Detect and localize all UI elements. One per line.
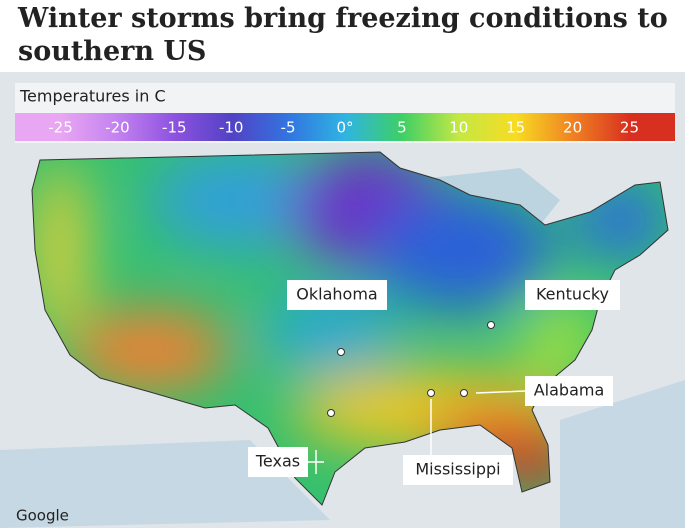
legend-tick-label: 20 <box>563 119 582 137</box>
location-dot <box>427 389 435 397</box>
legend-tick-label: 10 <box>449 119 468 137</box>
legend-tick-label: -15 <box>162 119 187 137</box>
legend-tick-label: 0° <box>336 119 353 137</box>
state-label: Mississippi <box>415 460 500 479</box>
label-box <box>403 455 513 485</box>
legend-tick-label: 15 <box>506 119 525 137</box>
location-dot <box>460 389 468 397</box>
legend-tick-label: -25 <box>48 119 73 137</box>
state-label: Oklahoma <box>296 285 377 304</box>
state-label: Kentucky <box>536 285 609 304</box>
location-dot <box>337 348 345 356</box>
label-box <box>287 280 387 310</box>
location-dot <box>327 409 335 417</box>
legend-tick-label: -10 <box>219 119 244 137</box>
map-credit: Google <box>16 507 69 525</box>
legend-color-bar <box>15 113 675 141</box>
location-dot <box>487 321 495 329</box>
legend-tick-label: -5 <box>281 119 296 137</box>
leader-line <box>475 390 526 394</box>
legend-title: Temperatures in C <box>19 87 166 106</box>
label-box <box>525 376 613 406</box>
ocean <box>0 380 685 528</box>
state-label: Texas <box>255 452 300 471</box>
headline: Winter storms bring freezing conditions … <box>18 3 668 67</box>
state-label: Alabama <box>534 381 605 400</box>
legend-tick-label: 25 <box>620 119 639 137</box>
label-box <box>525 280 620 310</box>
legend-tick-label: 5 <box>397 119 407 137</box>
legend-tick-label: -20 <box>105 119 130 137</box>
label-box <box>248 447 308 477</box>
